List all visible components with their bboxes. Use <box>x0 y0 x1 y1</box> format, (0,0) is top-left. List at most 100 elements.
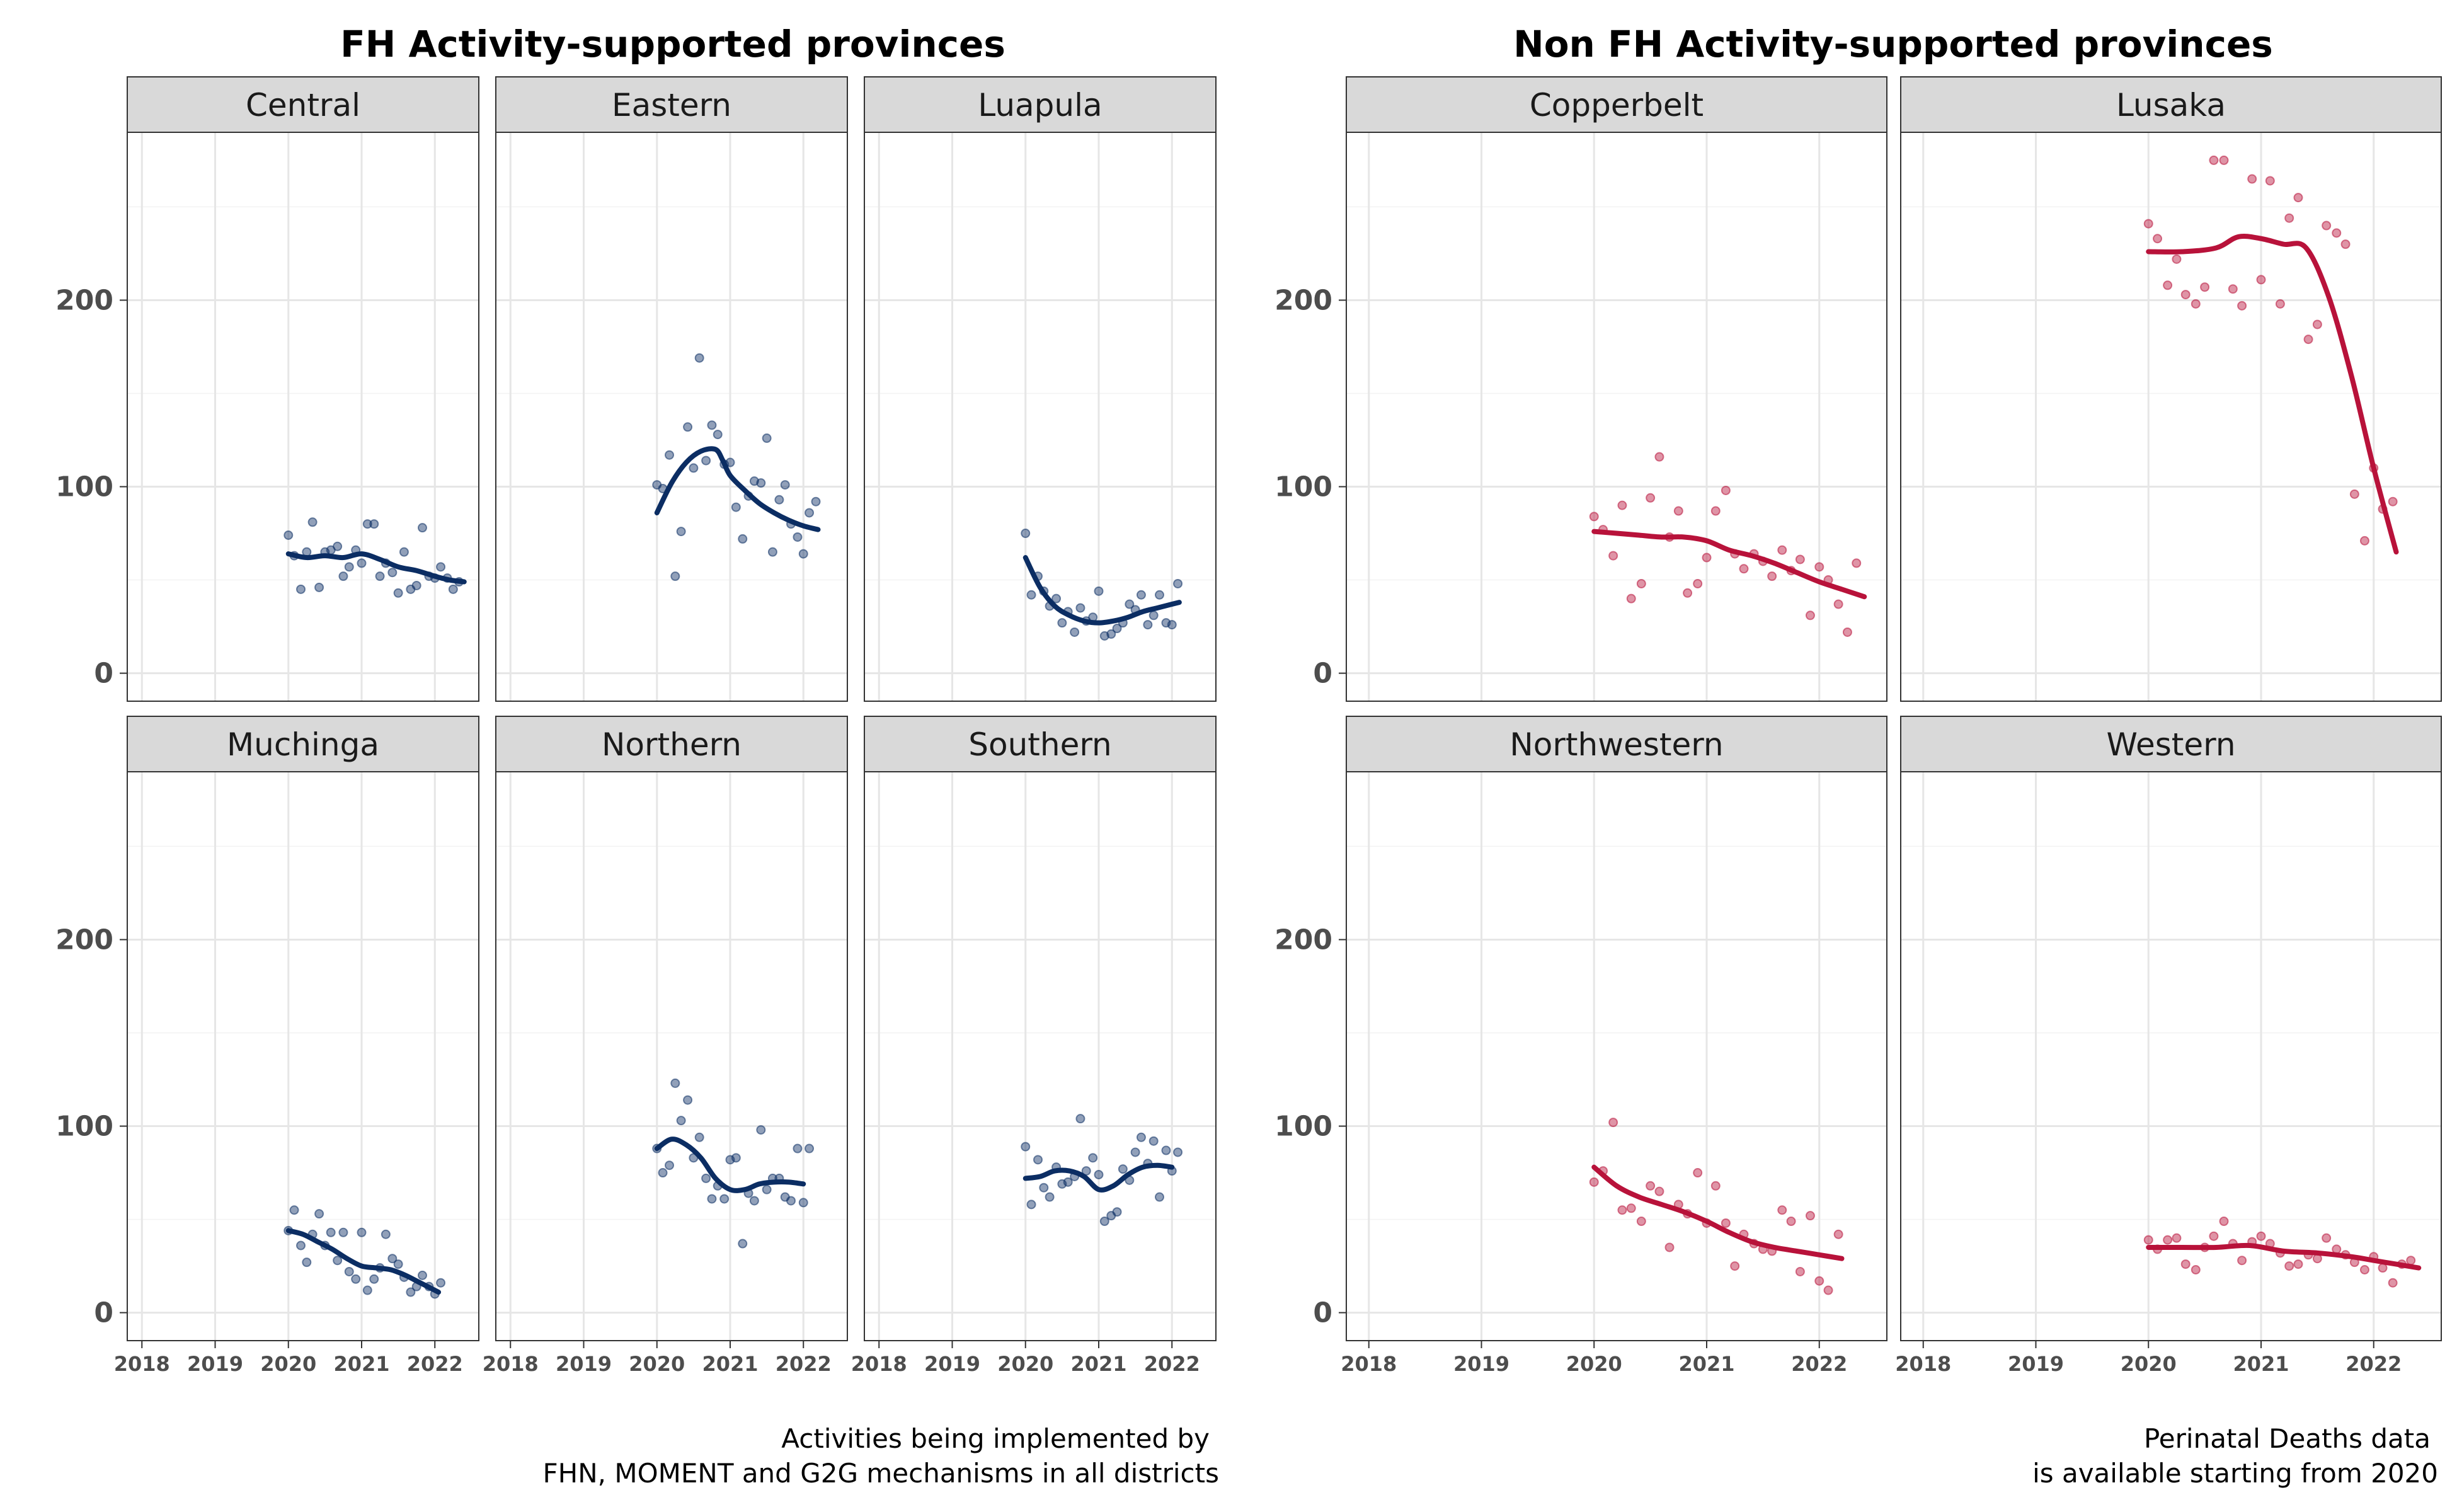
data-point <box>2180 1259 2191 1269</box>
data-point <box>1070 627 1080 637</box>
data-point <box>1710 506 1721 516</box>
data-point <box>2172 1233 2182 1243</box>
x-tick-label-2018: 2018 <box>114 1352 170 1376</box>
x-tick-label-2020: 2020 <box>997 1352 1053 1376</box>
data-point <box>1721 485 1731 495</box>
x-tick-label-2019: 2019 <box>556 1352 612 1376</box>
data-point <box>2237 301 2247 311</box>
data-point <box>1026 1200 1036 1210</box>
x-tick-label-2020: 2020 <box>2121 1352 2177 1376</box>
panel-border-central <box>127 132 479 702</box>
data-point <box>1608 1118 1618 1128</box>
strip-western <box>1900 716 2442 772</box>
plot-area-muchinga <box>127 772 479 1341</box>
data-point <box>731 1153 741 1163</box>
data-point <box>2163 1235 2173 1245</box>
data-point <box>375 571 385 581</box>
data-point <box>694 353 704 363</box>
data-point <box>683 1095 693 1105</box>
y-tick-label-200: 200 <box>1274 284 1332 316</box>
data-point <box>713 430 723 440</box>
strip-muchinga <box>127 716 479 772</box>
panel-eastern: Eastern <box>495 76 848 702</box>
data-point <box>357 1227 367 1237</box>
data-point <box>393 1259 403 1269</box>
data-point <box>1173 578 1183 588</box>
data-point <box>1654 1186 1664 1196</box>
data-point <box>302 1257 312 1268</box>
data-point <box>436 1278 446 1288</box>
data-point <box>676 527 686 537</box>
caption-right-line1: Perinatal Deaths data <box>2144 1423 2431 1454</box>
data-point <box>805 1143 815 1154</box>
data-point <box>1063 1177 1073 1187</box>
data-point <box>1833 599 1843 609</box>
data-point <box>1664 1242 1675 1252</box>
data-point <box>1608 551 1618 561</box>
data-point <box>1143 620 1153 630</box>
data-point <box>756 1125 766 1135</box>
strip-label-western: Western <box>2106 726 2235 763</box>
data-point <box>1045 1192 1055 1202</box>
data-point <box>284 530 294 541</box>
panel-border-copperbelt <box>1346 132 1887 702</box>
y-tick-label-200: 200 <box>55 284 113 316</box>
strip-northwestern <box>1346 716 1887 772</box>
data-point <box>689 463 699 473</box>
data-point <box>2284 213 2294 223</box>
panel-border-northern <box>495 771 848 1341</box>
x-tick-label-2020: 2020 <box>260 1352 316 1376</box>
data-point <box>1057 618 1067 628</box>
data-point <box>2143 219 2153 229</box>
plot-area-central <box>127 132 479 701</box>
section-title-fh: FH Activity-supported provinces <box>340 23 1005 66</box>
data-point <box>1033 1155 1043 1165</box>
data-point <box>2209 1231 2219 1241</box>
x-tick-label-2021: 2021 <box>702 1352 758 1376</box>
data-point <box>1710 1181 1721 1191</box>
data-point <box>2378 1263 2388 1273</box>
data-point <box>1626 1203 1636 1213</box>
panel-border-western <box>1900 771 2442 1341</box>
data-point <box>793 532 803 542</box>
data-point <box>2388 1278 2398 1288</box>
x-tick-label-2020: 2020 <box>629 1352 685 1376</box>
data-point <box>2237 1256 2247 1266</box>
data-point <box>1167 620 1177 630</box>
panel-border-northwestern <box>1346 771 1887 1341</box>
panel-northwestern: Northwestern 0 100 200 2018 2019 2020 2021 2022 <box>1274 716 1887 1376</box>
data-point <box>1693 578 1703 588</box>
data-point <box>2209 155 2219 165</box>
trend-line-southern <box>1022 1162 1175 1193</box>
panel-lusaka: Lusaka <box>1900 76 2442 702</box>
data-point <box>2406 1256 2416 1266</box>
data-point <box>406 1287 416 1297</box>
data-point <box>1646 1181 1656 1191</box>
data-point <box>362 519 372 529</box>
data-point <box>1589 512 1599 522</box>
strip-lusaka <box>1900 76 2442 133</box>
plot-area-lusaka <box>1901 132 2441 701</box>
data-point <box>2312 319 2322 329</box>
strip-label-copperbelt: Copperbelt <box>1530 87 1704 123</box>
trend-line-copperbelt <box>1591 529 1867 600</box>
trend-line-eastern <box>654 446 821 532</box>
data-point <box>1823 1285 1833 1295</box>
data-point <box>2172 254 2182 264</box>
panel-western: Western 2018 2019 2020 2021 2022 <box>1895 716 2442 1376</box>
data-point <box>1112 1207 1122 1217</box>
data-point <box>436 562 446 572</box>
panel-southern: Southern 2018 2019 2020 2021 2022 <box>851 716 1217 1376</box>
x-tick-label-2018: 2018 <box>851 1352 907 1376</box>
data-point <box>767 547 777 557</box>
y-tick-label-0: 0 <box>1313 1297 1332 1329</box>
y-tick-label-200: 200 <box>55 924 113 956</box>
data-point <box>1795 1266 1805 1276</box>
data-point <box>2256 1231 2266 1241</box>
data-point <box>1683 588 1693 598</box>
data-point <box>1112 624 1122 634</box>
data-point <box>1154 1192 1164 1202</box>
data-point <box>2340 239 2351 249</box>
data-point <box>731 502 741 512</box>
